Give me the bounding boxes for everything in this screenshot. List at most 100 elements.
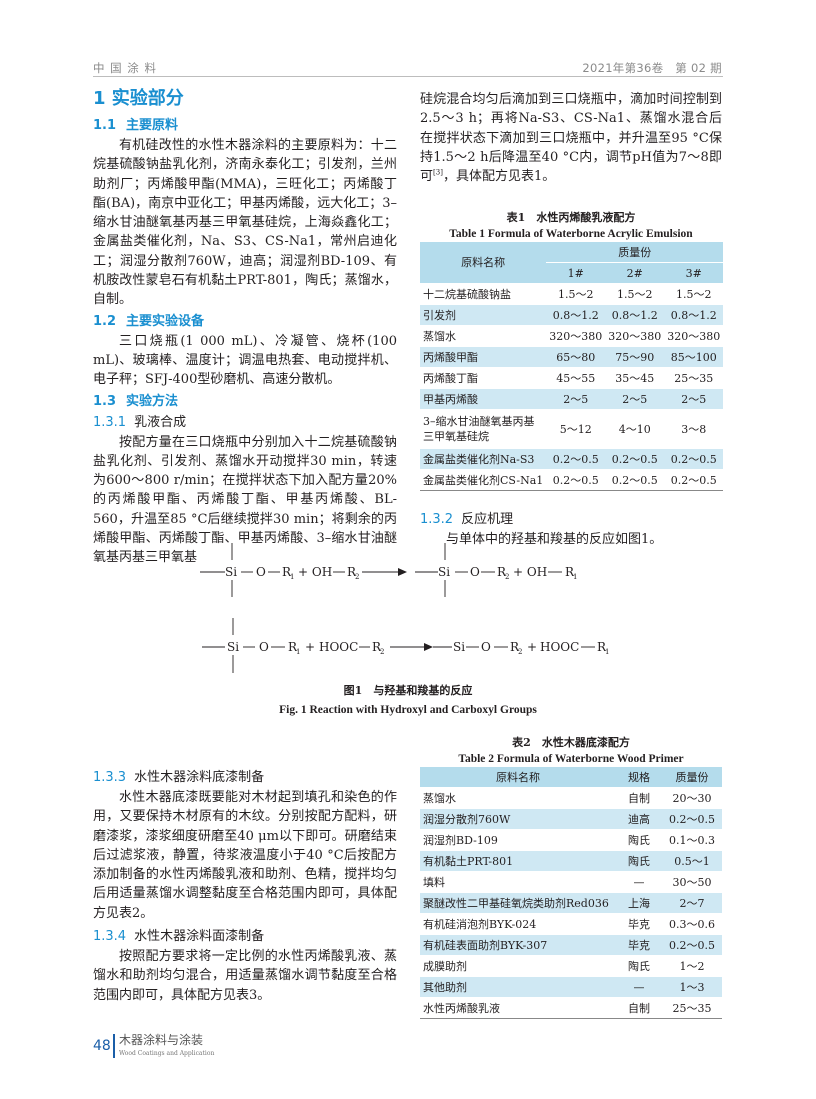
- paragraph-equipment: 三口烧瓶(1 000 mL)、冷凝管、烧杯(100 mL)、玻璃棒、温度计；调温…: [93, 333, 397, 388]
- svg-text:O: O: [259, 640, 269, 654]
- table-cell-value: 毕克: [616, 913, 662, 935]
- table1-row: 甲基丙烯酸 2～5 2～5 2～5: [420, 388, 724, 410]
- paragraph-topcoat: 按照配方要求将一定比例的水性丙烯酸乳液、蒸馏水和助剂均匀混合，用适量蒸馏水调节黏…: [93, 949, 397, 1003]
- table-cell-value: 迪高: [616, 808, 662, 830]
- table-cell-name: 成膜助剂: [420, 955, 616, 977]
- footer-journal-cn: 木器涂料与涂装: [119, 1033, 204, 1047]
- left-column-top: 1 实验部分 1.1 主要原料 有机硅改性的水性木器涂料的主要原料为：十二烷基硫酸…: [93, 86, 397, 568]
- figure1-caption-cn: 图1 与羟基和羧基的反应: [343, 684, 473, 697]
- svg-text:R: R: [497, 565, 507, 579]
- eq1-labels: Si O R1 + OH R2 Si O R2 + OH R1: [225, 565, 577, 581]
- table-cell-value: 0.2～0.5: [546, 448, 606, 470]
- svg-text:R: R: [565, 565, 575, 579]
- paragraph-primer: 水性木器底漆既要能对木材起到填孔和染色的作用，又要保持木材原有的木纹。分别按配方…: [93, 790, 397, 921]
- table1-title-cn: 表1 水性丙烯酸乳液配方: [506, 211, 636, 225]
- svg-text:1: 1: [296, 648, 300, 656]
- svg-text:O: O: [256, 565, 266, 579]
- table-cell-value: 1.5～2: [605, 283, 665, 305]
- table1-row: 引发剂 0.8～1.2 0.8～1.2 0.8～1.2: [420, 304, 724, 326]
- svg-text:Si: Si: [438, 565, 450, 579]
- table-cell-value: 35～45: [605, 367, 665, 389]
- svg-text:2: 2: [505, 573, 509, 581]
- table1-row: 蒸馏水 320～380 320～380 320～380: [420, 325, 724, 347]
- svg-text:1: 1: [573, 573, 577, 581]
- table1-row: 金属盐类催化剂CS-Na1 0.2～0.5 0.2～0.5 0.2～0.5: [420, 469, 724, 492]
- figure1-caption: 图1 与羟基和羧基的反应 Fig. 1 Reaction with Hydrox…: [0, 683, 816, 718]
- table-cell-name: 有机硅消泡剂BYK-024: [420, 913, 616, 935]
- table-cell-name: 金属盐类催化剂Na-S3: [420, 448, 547, 470]
- table-cell-value: 25～35: [662, 997, 722, 1019]
- table-cell-value: 2～5: [664, 388, 724, 410]
- table2-row: 其他助剂 —1～3: [420, 976, 722, 998]
- table-cell-value: 4～10: [605, 409, 665, 449]
- svg-text:1: 1: [290, 573, 294, 581]
- heading-1-3-3: 1.3.3 水性木器涂料底漆制备: [93, 770, 265, 785]
- table-cell-value: 320～380: [605, 325, 665, 347]
- left-column-bottom: 1.3.3 水性木器涂料底漆制备 水性木器底漆既要能对木材起到填孔和染色的作用，又…: [93, 767, 397, 1005]
- svg-text:+: +: [305, 640, 315, 654]
- eq2-labels: Si O R1 + HOOC R2 Si O R2 + HOOC R1: [227, 640, 609, 656]
- table1-col-1: 1#: [546, 262, 606, 284]
- journal-name: 中 国 涂 料: [93, 61, 157, 75]
- table-cell-name: 有机黏土PRT-801: [420, 850, 616, 872]
- table-cell-name: 有机硅表面助剂BYK-307: [420, 934, 616, 956]
- table-cell-value: 45～55: [546, 367, 606, 389]
- table-cell-name: 润湿剂BD-109: [420, 829, 616, 851]
- svg-text:+: +: [527, 640, 537, 654]
- table-cell-value: 0.1～0.3: [662, 829, 722, 851]
- table-cell-value: 上海: [616, 892, 662, 914]
- heading-1-3: 1.3 实验方法: [93, 393, 179, 409]
- arrow-icon: [424, 643, 433, 651]
- table2-row: 润湿分散剂760W 迪高 0.2～0.5: [420, 808, 722, 830]
- table2-col-name: 原料名称: [420, 767, 616, 788]
- table-cell-value: —: [616, 871, 662, 893]
- table-cell-name: 填料: [420, 871, 616, 893]
- table1-row: 3–缩水甘油醚氧基丙基三甲氧基硅烷 5～12 4～10 3～8: [420, 409, 724, 449]
- paragraph-emulsion-synthesis: 按配方量在三口烧瓶中分别加入十二烷基硫酸钠盐乳化剂、引发剂、蒸馏水开动搅拌30 …: [93, 434, 397, 566]
- page-number: 48: [93, 1038, 111, 1054]
- svg-text:HOOC: HOOC: [540, 640, 579, 654]
- svg-text:R: R: [288, 640, 298, 654]
- table-cell-value: 陶氏: [616, 829, 662, 851]
- svg-text:R: R: [372, 640, 382, 654]
- table2-row: 有机硅表面助剂BYK-307 毕克 0.2～0.5: [420, 934, 722, 956]
- table-cell-value: 5～12: [546, 409, 606, 449]
- table-cell-value: 2～7: [662, 892, 722, 914]
- right-column-mechanism: 1.3.2 反应机理 与单体中的羟基和羧基的反应如图1。: [420, 509, 722, 549]
- table-cell-value: 自制: [616, 997, 662, 1019]
- svg-text:2: 2: [518, 648, 522, 656]
- table-cell-value: 0.2～0.5: [664, 448, 724, 470]
- table-cell-value: 自制: [616, 787, 662, 809]
- svg-text:Si: Si: [227, 640, 239, 654]
- svg-text:+ OH: + OH: [513, 565, 547, 579]
- table2-row: 水性丙烯酸乳液 自制 25～35: [420, 997, 722, 1019]
- arrow-icon: [398, 568, 407, 576]
- table-cell-value: 65～80: [546, 346, 606, 368]
- table-cell-value: 1.5～2: [546, 283, 606, 305]
- svg-text:2: 2: [380, 648, 384, 656]
- citation: [3]: [433, 168, 443, 177]
- heading-1-3-2: 1.3.2 反应机理: [420, 512, 514, 528]
- table-cell-value: 3～8: [664, 409, 724, 449]
- table1: 原料名称 质量份 1# 2# 3# 十二烷基硫酸钠盐 1.5～2 1.5～2 1.5～…: [420, 242, 724, 492]
- table2-row: 润湿剂BD-109 陶氏 0.1～0.3: [420, 829, 722, 851]
- table2-block: 表2 水性木器底漆配方 Table 2 Formula of Waterborn…: [420, 735, 722, 1019]
- table-cell-value: 陶氏: [616, 955, 662, 977]
- table1-col-3: 3#: [664, 262, 724, 284]
- table2: 原料名称 规格 质量份 蒸馏水 自制 20～30 润湿分散剂760W 迪高 0.2～0.5…: [420, 767, 722, 1019]
- header-divider: [93, 76, 723, 77]
- table-cell-value: 320～380: [664, 325, 724, 347]
- table1-block: 表1 水性丙烯酸乳液配方 Table 1 Formula of Waterbor…: [420, 210, 724, 492]
- figure1-caption-en: Fig. 1 Reaction with Hydroxyl and Carbox…: [279, 704, 537, 716]
- svg-text:Si: Si: [225, 565, 237, 579]
- svg-text:1: 1: [605, 648, 609, 656]
- table2-row: 聚醚改性二甲基硅氧烷类助剂Red036 上海 2～7: [420, 892, 722, 914]
- table-cell-name: 甲基丙烯酸: [420, 388, 547, 410]
- table1-row: 金属盐类催化剂Na-S3 0.2～0.5 0.2～0.5 0.2～0.5: [420, 448, 724, 470]
- table1-row: 十二烷基硫酸钠盐 1.5～2 1.5～2 1.5～2: [420, 283, 724, 305]
- table1-row: 丙烯酸丁酯 45～55 35～45 25～35: [420, 367, 724, 389]
- table2-title-cn: 表2 水性木器底漆配方: [512, 736, 630, 749]
- table-cell-name: 聚醚改性二甲基硅氧烷类助剂Red036: [420, 892, 616, 914]
- table2-row: 有机黏土PRT-801 陶氏 0.5～1: [420, 850, 722, 872]
